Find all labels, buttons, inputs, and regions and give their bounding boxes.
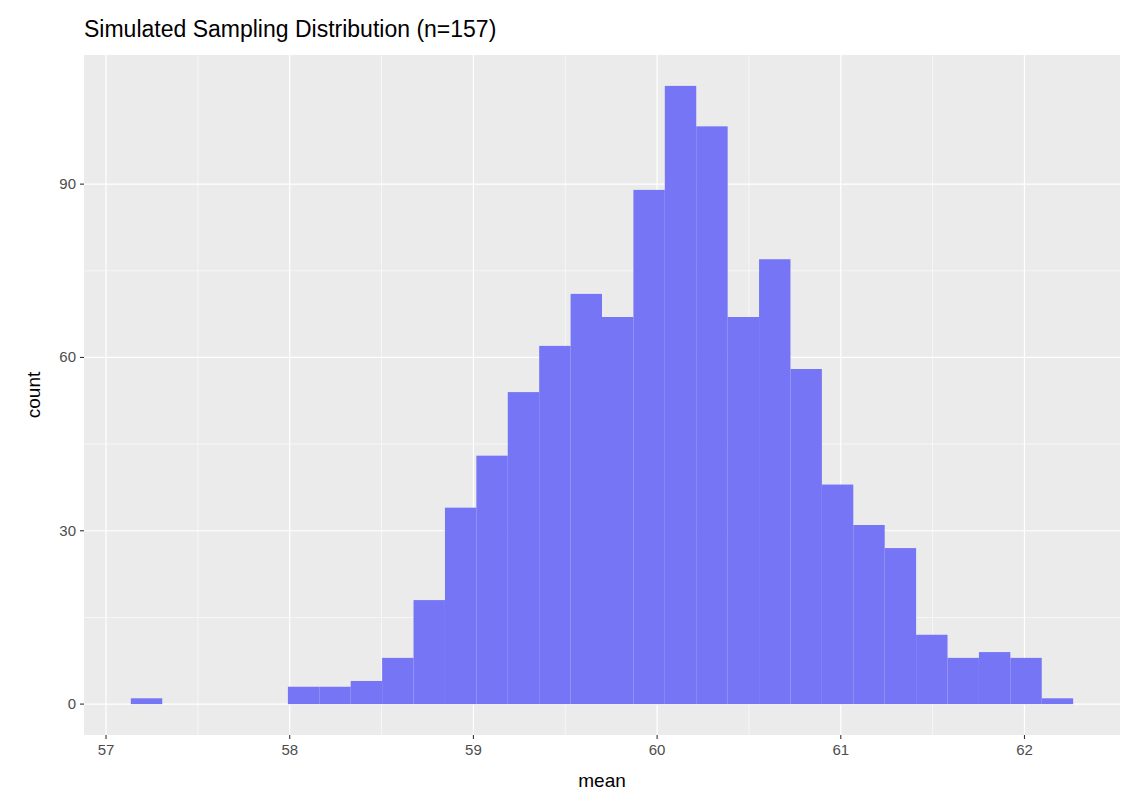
- histogram-bar: [414, 600, 445, 704]
- histogram-bar: [194, 704, 225, 705]
- x-axis-label: mean: [578, 770, 626, 791]
- plot-panel: [84, 55, 1120, 735]
- tick-mark: [657, 735, 658, 739]
- minor-grid-line: [84, 270, 1120, 271]
- bars: [131, 86, 1073, 704]
- y-tick-label: 30: [59, 522, 76, 539]
- tick-mark: [289, 735, 290, 739]
- grid-line: [1024, 55, 1025, 735]
- x-tick-label: 61: [832, 741, 849, 758]
- minor-grid-line: [197, 55, 198, 735]
- grid-line: [84, 184, 1120, 185]
- x-tick-label: 58: [281, 741, 298, 758]
- x-tick-label: 59: [465, 741, 482, 758]
- histogram-bar: [539, 346, 570, 704]
- chart-svg: 57 58 59 60 61 62 0 30 60 90 mean count Simulated Sa…: [0, 0, 1131, 800]
- histogram-bar: [665, 86, 696, 704]
- histogram-bar: [445, 508, 476, 704]
- tick-mark: [1024, 735, 1025, 739]
- tick-mark: [80, 357, 84, 358]
- histogram-bar: [696, 126, 727, 704]
- histogram-bar: [916, 635, 947, 704]
- histogram-bar: [162, 704, 193, 705]
- tick-mark: [473, 735, 474, 739]
- histogram-bar: [853, 525, 884, 704]
- y-axis-label: count: [23, 371, 44, 418]
- y-tick-label: 0: [68, 695, 76, 712]
- grid-line: [105, 55, 106, 735]
- chart-title: Simulated Sampling Distribution (n=157): [84, 16, 496, 42]
- histogram-bar: [288, 687, 319, 704]
- histogram-bar: [508, 392, 539, 704]
- histogram-bar: [571, 294, 602, 704]
- histogram-bar: [351, 681, 382, 704]
- histogram-bar: [1042, 698, 1073, 704]
- histogram-bar: [602, 317, 633, 704]
- tick-mark: [105, 735, 106, 739]
- histogram-bar: [885, 548, 916, 704]
- histogram-bar: [1010, 658, 1041, 704]
- histogram-bar: [728, 317, 759, 704]
- y-tick-label: 90: [59, 175, 76, 192]
- histogram-bar: [225, 704, 256, 705]
- histogram-bar: [476, 456, 507, 704]
- x-tick-label: 62: [1016, 741, 1033, 758]
- grid-line: [289, 55, 290, 735]
- histogram-bar: [822, 485, 853, 705]
- x-tick-label: 57: [98, 741, 115, 758]
- histogram-bar: [759, 259, 790, 704]
- tick-mark: [80, 184, 84, 185]
- histogram-bar: [790, 369, 821, 704]
- histogram-bar: [633, 190, 664, 704]
- minor-grid-line: [381, 55, 382, 735]
- histogram-bar: [382, 658, 413, 704]
- histogram-bar: [131, 698, 162, 704]
- tick-mark: [80, 704, 84, 705]
- y-tick-label: 60: [59, 348, 76, 365]
- minor-grid-line: [932, 55, 933, 735]
- histogram-bar: [319, 687, 350, 704]
- histogram-bar: [948, 658, 979, 704]
- tick-mark: [80, 530, 84, 531]
- tick-mark: [840, 735, 841, 739]
- histogram-bar: [979, 652, 1010, 704]
- grid: [84, 55, 1120, 735]
- axes: 57 58 59 60 61 62 0 30 60 90: [59, 175, 1033, 758]
- histogram-bar: [256, 704, 287, 705]
- x-tick-label: 60: [649, 741, 666, 758]
- chart-root: 57 58 59 60 61 62 0 30 60 90 mean count Simulated Sa…: [0, 0, 1131, 800]
